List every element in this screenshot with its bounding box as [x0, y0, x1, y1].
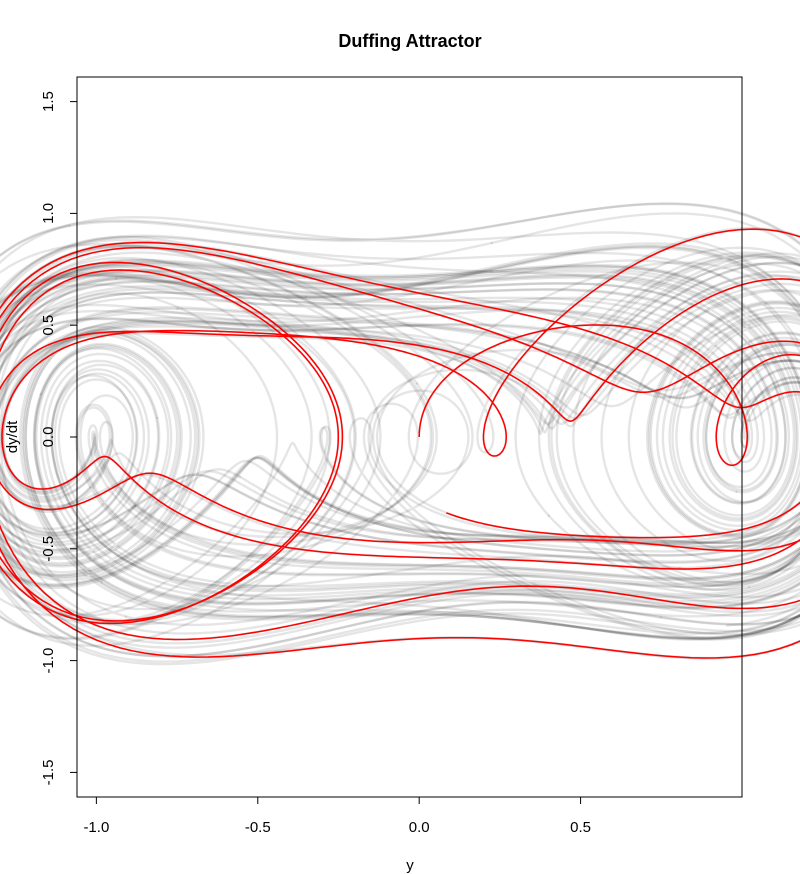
y-tick-label: -1.5 [40, 759, 57, 785]
trajectory-segment [0, 269, 800, 609]
background-trajectories [0, 202, 800, 666]
x-tick-label: 0.5 [570, 819, 591, 836]
x-axis: -1.0 -0.5 0.0 0.5 [83, 796, 591, 836]
trajectory-segment [0, 245, 800, 658]
trajectory-segment [0, 224, 800, 640]
trajectory-segment [0, 202, 800, 641]
x-tick-label: 0.0 [409, 819, 430, 836]
y-tick-label: 1.5 [40, 91, 57, 112]
trajectory-segment [0, 227, 800, 666]
x-axis-label: y [406, 857, 414, 874]
trajectory-segment [0, 238, 800, 663]
trajectory-segment [0, 262, 800, 606]
trajectory-segment [0, 244, 800, 627]
trajectory-segment [0, 252, 800, 657]
y-tick-label: -1.0 [40, 648, 57, 674]
y-tick-label: 0.0 [40, 427, 57, 448]
highlighted-trajectory-line [0, 228, 800, 659]
trajectory-segment [0, 202, 800, 647]
trajectory-segment [0, 280, 800, 588]
trajectory-segment [0, 241, 800, 641]
trajectory-segment [0, 307, 800, 563]
y-tick-label: 1.0 [40, 203, 57, 224]
highlighted-trajectory [0, 228, 800, 659]
y-axis: -1.5 -1.0 -0.5 0.0 0.5 1.0 1.5 [40, 91, 78, 785]
trajectory-segment [0, 258, 800, 626]
trajectory-segment [0, 261, 800, 626]
y-axis-label: dy/dt [4, 420, 21, 453]
trajectory-segment [0, 246, 800, 639]
trajectory-segment [0, 235, 800, 618]
trajectory-segment [0, 256, 800, 649]
y-tick-label: -0.5 [40, 536, 57, 562]
trajectory-segment [0, 251, 800, 641]
chart-title: Duffing Attractor [338, 31, 481, 51]
trajectory-segment [0, 268, 800, 600]
trajectory-segment [0, 265, 800, 609]
x-tick-label: -1.0 [83, 819, 109, 836]
x-tick-label: -0.5 [245, 819, 271, 836]
y-tick-label: 0.5 [40, 315, 57, 336]
